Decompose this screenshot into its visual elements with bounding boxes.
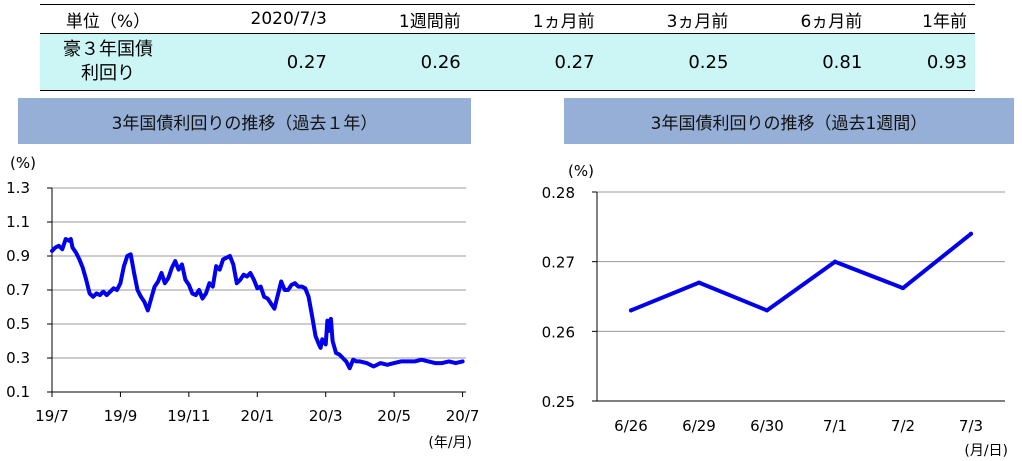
- chart1-y-tick-label: 1.3: [6, 179, 30, 197]
- chart2-data-point: [969, 231, 973, 236]
- chart1-y-tick-label: 1.1: [6, 213, 30, 231]
- chart2-series-line: [629, 231, 973, 313]
- chart2-x-tick-label: 6/30: [750, 417, 784, 435]
- chart2-title: 3年国債利回りの推移（過去1週間）: [564, 98, 1014, 144]
- chart1-x-unit: (年/月): [428, 435, 472, 451]
- value-1week: 0.26: [334, 33, 469, 91]
- chart1-y-tick-label: 0.5: [6, 315, 30, 333]
- chart2-data-point: [629, 308, 633, 313]
- chart2-x-tick-label: 6/29: [682, 417, 716, 435]
- chart2-data-point: [765, 308, 769, 313]
- chart1-y-tick-label: 0.1: [6, 383, 30, 401]
- table-header-row: 単位（%） 2020/7/3 1週間前 1ヵ月前 3ヵ月前 6ヵ月前 1年前: [40, 4, 975, 34]
- chart1-x-tick-label: 20/3: [309, 407, 343, 425]
- chart2-data-point: [901, 286, 905, 291]
- chart2-y-tick-label: 0.27: [542, 254, 575, 272]
- chart1-x-tick-label: 19/11: [167, 407, 210, 425]
- chart2-y-tick-label: 0.26: [542, 323, 575, 341]
- chart2-y-unit: (%): [568, 162, 594, 180]
- summary-table: 単位（%） 2020/7/3 1週間前 1ヵ月前 3ヵ月前 6ヵ月前 1年前 豪…: [40, 4, 975, 91]
- chart2-x-unit: (月/日): [964, 443, 1008, 459]
- chart2-data-point: [697, 280, 701, 285]
- chart2-x-tick-label: 7/2: [891, 417, 915, 435]
- header-1year: 1年前: [870, 4, 975, 34]
- chart1-x-tick-label: 19/9: [104, 407, 138, 425]
- chart1-x-tick-label: 19/7: [35, 407, 69, 425]
- header-unit: 単位（%）: [40, 4, 176, 34]
- row-label-line1: 豪３年国債: [63, 38, 153, 60]
- value-3month: 0.25: [602, 33, 737, 91]
- chart2-x-tick-label: 6/26: [614, 417, 648, 435]
- value-1year: 0.93: [870, 33, 975, 91]
- chart1-y-tick-label: 0.9: [6, 247, 30, 265]
- value-6month: 0.81: [736, 33, 871, 91]
- value-1month: 0.27: [468, 33, 603, 91]
- chart2-y-tick-label: 0.28: [542, 184, 575, 202]
- table-value-row: 豪３年国債 利回り 0.27 0.26 0.27 0.25 0.81 0.93: [40, 33, 975, 91]
- row-label: 豪３年国債 利回り: [40, 33, 176, 91]
- header-6month: 6ヵ月前: [736, 4, 871, 34]
- row-label-line2: 利回り: [81, 63, 135, 84]
- chart2-data-point: [833, 259, 837, 264]
- chart1-title: 3年国債利回りの推移（過去１年）: [18, 98, 471, 144]
- chart1-x-tick-label: 20/1: [240, 407, 274, 425]
- chart1-x-tick-label: 20/7: [446, 407, 480, 425]
- chart1-x-tick-label: 20/5: [377, 407, 411, 425]
- header-date: 2020/7/3: [176, 4, 335, 34]
- chart2-x-tick-label: 7/1: [823, 417, 847, 435]
- chart1-series-line: [50, 237, 465, 371]
- chart1-y-tick-label: 0.7: [6, 281, 30, 299]
- header-1month: 1ヵ月前: [468, 4, 603, 34]
- chart2-x-tick-label: 7/3: [959, 417, 983, 435]
- header-1week: 1週間前: [334, 4, 469, 34]
- chart1-y-unit: (%): [10, 154, 36, 172]
- header-3month: 3ヵ月前: [602, 4, 737, 34]
- chart2-y-tick-label: 0.25: [542, 393, 575, 411]
- chart1-y-tick-label: 0.3: [6, 349, 30, 367]
- value-current: 0.27: [176, 33, 335, 91]
